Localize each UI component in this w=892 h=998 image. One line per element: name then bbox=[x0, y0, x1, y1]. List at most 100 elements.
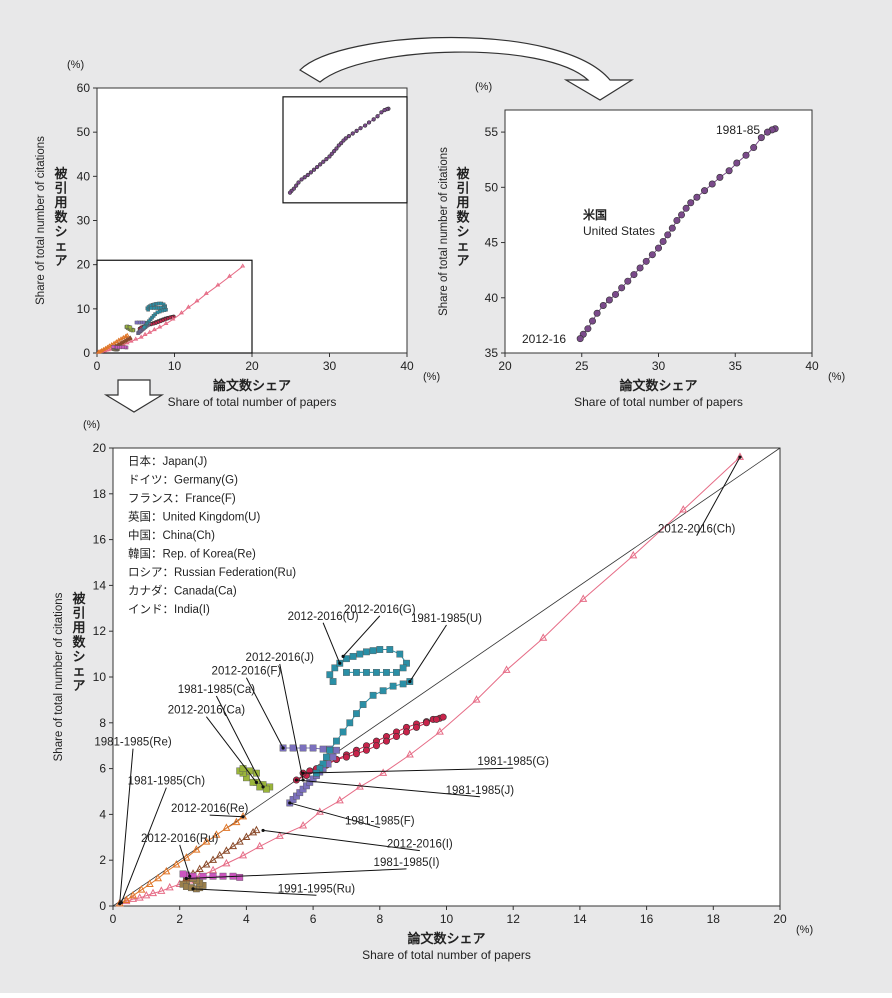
arrow-head bbox=[294, 778, 299, 782]
annotation-label: 1981-1985(Ca) bbox=[178, 684, 256, 696]
data-point bbox=[321, 159, 326, 164]
data-point bbox=[412, 723, 420, 731]
series-line bbox=[579, 128, 776, 339]
y-axis-title-char: 被 bbox=[53, 166, 68, 181]
data-point bbox=[373, 669, 380, 676]
data-point bbox=[605, 296, 613, 304]
data-point bbox=[353, 710, 360, 718]
plot-area bbox=[504, 109, 813, 354]
x-tick-label: 12 bbox=[507, 912, 521, 926]
data-point bbox=[369, 691, 377, 699]
y-tick-label: 18 bbox=[93, 487, 107, 501]
y-axis-title-en: Share of total number of citations bbox=[53, 592, 65, 761]
data-point bbox=[209, 855, 218, 863]
y-axis-title-char: ェ bbox=[54, 239, 67, 254]
x-axis-title-en: Share of total number of papers bbox=[168, 395, 337, 409]
data-point bbox=[576, 335, 584, 343]
annotation-label: 2012-2016(F) bbox=[212, 666, 282, 678]
data-point bbox=[149, 306, 154, 310]
data-point bbox=[382, 107, 387, 113]
data-point bbox=[363, 669, 370, 676]
data-point bbox=[145, 879, 154, 887]
data-point bbox=[369, 647, 377, 655]
country-label-ja: 米国 bbox=[583, 207, 607, 222]
annotation-arrow bbox=[279, 663, 304, 781]
annotation-label: 2012-2016(G) bbox=[344, 604, 416, 616]
data-point bbox=[339, 728, 347, 736]
y-axis-title-char: ア bbox=[456, 253, 469, 268]
x-tick-label: 2 bbox=[176, 912, 183, 926]
annotation-label: 1981-1985(U) bbox=[411, 613, 482, 625]
chart-panel-1: 0 10 20 30 40 0 10 20 30 40 50 60 (%) (%) 論文数シェア Share … bbox=[35, 59, 440, 409]
data-point bbox=[679, 505, 688, 513]
data-point bbox=[239, 850, 248, 859]
data-point bbox=[356, 650, 364, 658]
data-point bbox=[392, 733, 400, 741]
annotation-arrow bbox=[289, 802, 380, 829]
x-tick-label: 30 bbox=[652, 359, 666, 373]
data-point bbox=[229, 841, 238, 850]
data-point bbox=[599, 302, 607, 310]
data-point bbox=[242, 832, 251, 840]
data-point bbox=[612, 290, 620, 298]
annotation-arrow bbox=[322, 622, 341, 664]
annotation-label: 1981-1985(I) bbox=[374, 857, 440, 869]
arrow-head bbox=[288, 801, 292, 805]
annotation-label: 2012-2016(J) bbox=[246, 652, 315, 664]
series-united-states bbox=[287, 106, 391, 195]
series-germany bbox=[299, 713, 447, 777]
annotation-label: 1981-1985(G) bbox=[477, 756, 549, 768]
data-point bbox=[399, 680, 407, 688]
data-point bbox=[372, 742, 380, 750]
data-point bbox=[353, 669, 360, 676]
data-point bbox=[654, 244, 662, 252]
x-axis-title: 論文数シェア bbox=[407, 931, 485, 946]
data-point bbox=[236, 873, 244, 881]
data-point bbox=[757, 134, 765, 142]
x-unit-label: (%) bbox=[423, 371, 440, 383]
data-point bbox=[296, 180, 301, 185]
data-point bbox=[588, 317, 596, 325]
x-tick-label: 10 bbox=[440, 912, 454, 926]
x-tick-label: 18 bbox=[707, 912, 721, 926]
zoom-box bbox=[96, 259, 253, 354]
y-tick-label: 55 bbox=[485, 125, 499, 139]
data-point bbox=[334, 146, 339, 151]
y-tick-label: 50 bbox=[485, 180, 499, 194]
y-axis-title-char: ェ bbox=[72, 664, 85, 679]
y-tick-label: 50 bbox=[77, 125, 91, 139]
data-point bbox=[142, 890, 151, 899]
data-point bbox=[128, 890, 138, 899]
x-axis-title-en: Share of total number of papers bbox=[362, 948, 531, 962]
data-point bbox=[294, 183, 299, 188]
data-point bbox=[192, 845, 201, 853]
y-tick-label: 20 bbox=[93, 441, 107, 455]
series-india bbox=[111, 335, 133, 349]
y-tick-label: 40 bbox=[485, 291, 499, 305]
data-point bbox=[350, 131, 355, 136]
data-point bbox=[701, 187, 709, 195]
y-axis-title-char: 被 bbox=[71, 591, 86, 606]
data-point bbox=[219, 872, 227, 880]
y-tick-label: 12 bbox=[93, 624, 107, 638]
x-axis-title: 論文数シェア bbox=[213, 378, 291, 393]
data-point bbox=[363, 123, 368, 128]
data-point bbox=[664, 231, 672, 239]
data-point bbox=[163, 320, 169, 325]
data-point bbox=[376, 646, 384, 653]
zoom-box bbox=[282, 96, 408, 204]
data-point bbox=[142, 325, 147, 330]
data-point bbox=[137, 885, 146, 893]
x-tick-label: 14 bbox=[573, 912, 587, 926]
data-point bbox=[584, 325, 592, 333]
x-tick-label: 40 bbox=[400, 359, 414, 373]
annotation-arrow bbox=[696, 456, 741, 536]
legend-item: 韓国：Rep. of Korea(Re) bbox=[128, 548, 256, 561]
data-point bbox=[302, 175, 307, 180]
annotation-arrow bbox=[409, 624, 447, 682]
legend-item: フランス：France(F) bbox=[128, 493, 236, 505]
data-point bbox=[222, 823, 231, 831]
annotation-arrow bbox=[119, 748, 134, 904]
data-point bbox=[735, 452, 745, 460]
arrow-head bbox=[241, 815, 245, 819]
